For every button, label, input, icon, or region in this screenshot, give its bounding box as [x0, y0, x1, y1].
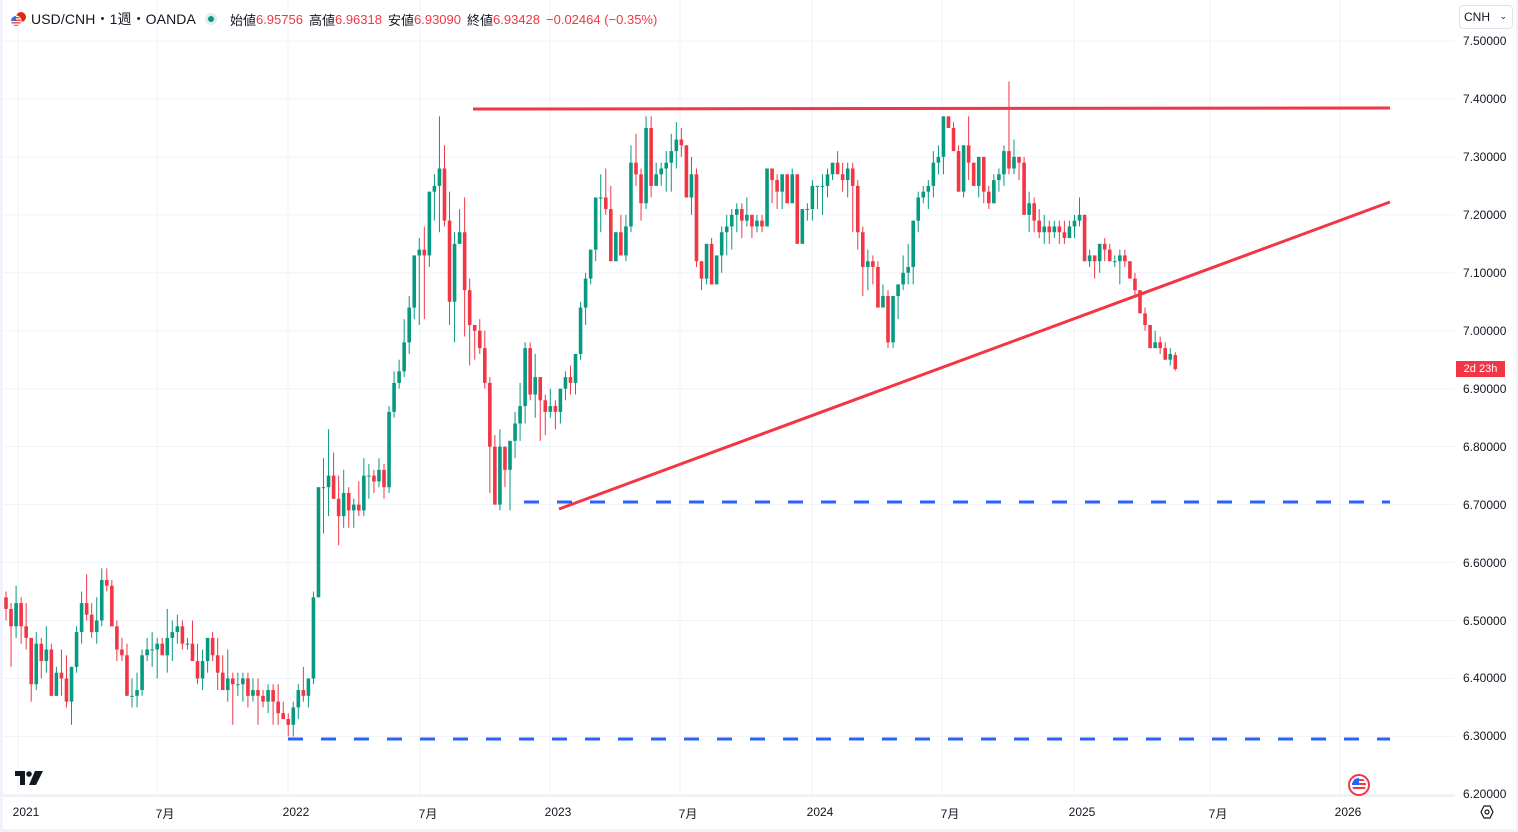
close-label: 終値 [467, 12, 494, 28]
time-axis-label: 7月 [1208, 807, 1228, 821]
symbol-title[interactable]: USD/CNH・1週・OANDA [31, 11, 196, 27]
open-label: 始値 [229, 12, 256, 28]
price-axis-label: 6.80000 [1463, 439, 1507, 454]
time-axis-label: 2022 [282, 805, 310, 819]
us-economic-event-icon[interactable] [1348, 774, 1370, 796]
price-axis-label: 6.20000 [1463, 787, 1507, 802]
open-value: 6.95756 [255, 11, 303, 27]
low-value: 6.93090 [414, 11, 461, 27]
bottom-border [0, 829, 1518, 832]
candlestick-series [4, 81, 1178, 737]
price-axis-label: 7.30000 [1463, 149, 1507, 164]
price-axis-label: 6.60000 [1463, 555, 1507, 570]
price-axis-label: 7.40000 [1463, 91, 1507, 106]
price-axis-label: 6.30000 [1463, 729, 1507, 744]
time-axis-label: 7月 [155, 807, 175, 821]
tradingview-logo-icon[interactable] [15, 770, 45, 786]
time-axis-label: 2026 [1334, 805, 1362, 819]
time-axis-label: 7月 [418, 807, 438, 821]
price-axis-label: 7.00000 [1463, 323, 1507, 338]
time-axis-label: 2021 [12, 805, 40, 819]
low-label: 安値 [387, 12, 414, 28]
usd-cnh-flag-icon [10, 12, 26, 27]
left-border [0, 0, 3, 832]
price-axis-label: 6.50000 [1463, 613, 1507, 628]
high-label: 高値 [308, 12, 335, 28]
time-axis-label: 2025 [1068, 805, 1096, 819]
time-axis-label: 7月 [678, 807, 698, 821]
price-axis-label: 7.10000 [1463, 265, 1507, 280]
price-axis-label: 6.70000 [1463, 497, 1507, 512]
chart-grid [0, 0, 1455, 796]
time-axis-label: 7月 [940, 807, 960, 821]
currency-value: CNH [1464, 10, 1490, 24]
right-border [1516, 0, 1518, 832]
settings-gear-icon[interactable] [1479, 804, 1495, 820]
symbol-legend: USD/CNH・1週・OANDA 始値 6.95756 高値 6.96318 安値 6… [10, 8, 657, 30]
rising-trendline[interactable] [558, 200, 1391, 511]
drawing-tools[interactable] [288, 106, 1391, 741]
bar-countdown-badge: 2d 23h [1456, 361, 1505, 377]
high-value: 6.96318 [334, 11, 382, 27]
price-axis-label: 7.50000 [1463, 34, 1507, 48]
close-value: 6.93428 [493, 11, 541, 27]
price-axis-label: 6.90000 [1463, 381, 1507, 396]
price-axis-label: 7.20000 [1463, 207, 1507, 222]
resistance-line[interactable] [472, 106, 1391, 111]
chevron-down-icon: ⌄ [1499, 11, 1507, 21]
market-status-icon [204, 13, 217, 25]
change-value: −0.02464 (−0.35%) [546, 11, 658, 27]
time-axis-label: 2023 [544, 805, 572, 819]
time-axis-label: 2024 [806, 805, 834, 819]
currency-selector[interactable]: CNH ⌄ [1459, 5, 1513, 29]
price-axis-label: 6.40000 [1463, 671, 1507, 686]
